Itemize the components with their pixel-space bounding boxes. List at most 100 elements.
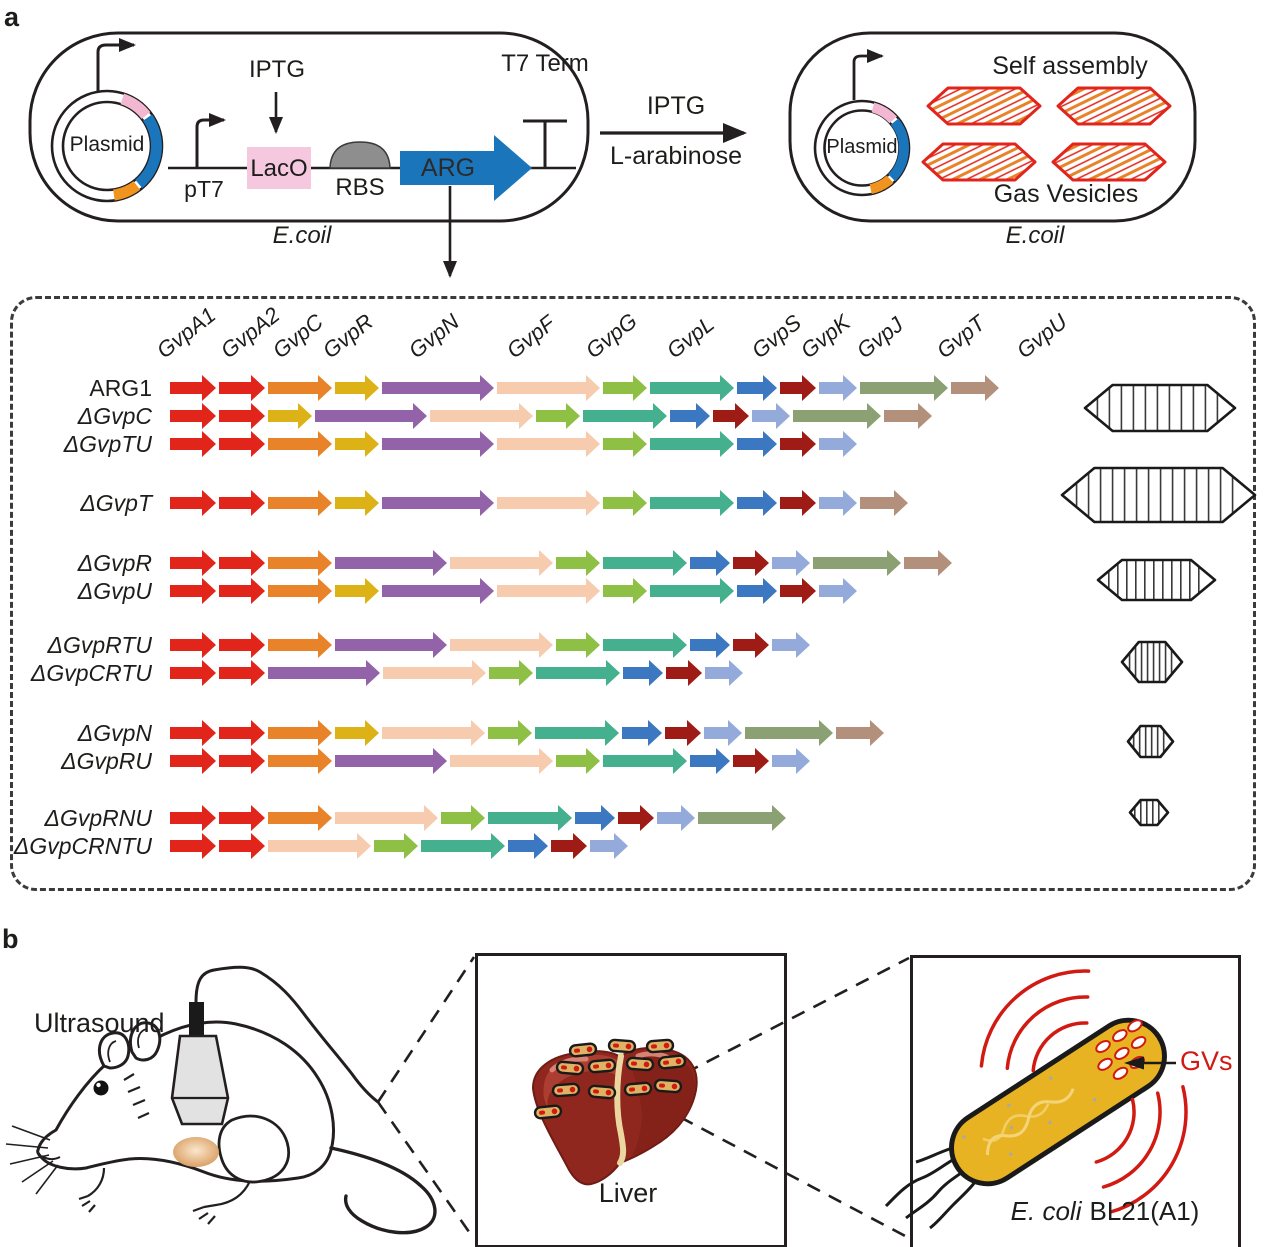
gene-arrow-GvpS (737, 375, 777, 401)
bacterium-capsule (645, 1038, 675, 1054)
plasmid-right (813, 49, 911, 197)
gene-arrow-GvpT (860, 375, 948, 401)
zoom-dashed-lines (376, 956, 910, 1240)
t7-term-label: T7 Term (501, 50, 589, 77)
mouse-tail-path (329, 1146, 437, 1235)
gene-arrow-GvpK (665, 720, 701, 746)
gas-vesicle-red (1056, 86, 1172, 126)
gene-arrow-GvpA2 (219, 490, 265, 516)
liver-illustration (531, 1038, 698, 1186)
gene-label-GvpA1: GvpA1 (151, 302, 221, 364)
bacterium-capsule (623, 1081, 653, 1097)
gene-arrow-GvpA1 (170, 490, 216, 516)
mouse-hind-leg (217, 1114, 290, 1184)
pt7-label: pT7 (184, 176, 224, 202)
ecoli-bl21-label-rest: BL21(A1) (1089, 1196, 1200, 1226)
dna-squiggle (982, 1103, 1050, 1142)
wave-arc (1005, 995, 1090, 1070)
gene-arrow-GvpK (733, 550, 769, 576)
gas-vesicle-red (926, 86, 1042, 126)
gene-arrow-GvpF (450, 550, 553, 576)
gene-arrow-GvpR (268, 403, 312, 429)
gene-arrow-GvpF (450, 748, 553, 774)
gene-arrow-GvpF (430, 403, 533, 429)
pt7-bent-arrow-icon (195, 113, 226, 168)
gene-arrow-GvpC (268, 805, 332, 831)
liver-ligament-band (614, 1053, 627, 1166)
l-arabinose-label: L-arabinose (609, 142, 743, 170)
plasmid-label-left: Plasmid (69, 133, 145, 156)
gene-arrow-GvpF (450, 632, 553, 658)
gene-arrow-GvpL (650, 431, 734, 457)
row-label: ΔGvpCRTU (30, 660, 152, 686)
wave-arc (1094, 1097, 1136, 1164)
expression-cassette (168, 92, 576, 278)
liver-right-lobe-shade (628, 1053, 695, 1156)
row-label: ΔGvpRNU (44, 805, 152, 831)
gv-mini (1127, 1019, 1143, 1033)
gene-label-GvpN: GvpN (403, 308, 464, 364)
gene-arrow-GvpA1 (170, 403, 216, 429)
bacterium-capsule (607, 1038, 637, 1054)
row-label: ΔGvpC (77, 403, 152, 429)
gene-arrow-GvpF (497, 578, 600, 604)
gene-arrow-GvpF (268, 833, 371, 859)
iptg-label: IPTG (248, 56, 305, 83)
gene-arrow-GvpA1 (170, 431, 216, 457)
gene-arrow-GvpC (268, 550, 332, 576)
wave-arc (1108, 1085, 1188, 1214)
row-label: ΔGvpRTU (47, 632, 152, 658)
gene-label-GvpU: GvpU (1011, 308, 1072, 364)
gene-arrow-GvpS (690, 550, 730, 576)
gene-arrow-GvpK (780, 431, 816, 457)
gene-arrow-GvpG (556, 550, 600, 576)
ecoli-bl21-label-italic: E. coli (1010, 1196, 1082, 1226)
gas-vesicles-label: Gas Vesicles (993, 180, 1139, 208)
gene-arrow-GvpS (737, 431, 777, 457)
gene-arrow-GvpU (860, 490, 908, 516)
mouse-liver-spot (173, 1137, 219, 1167)
gene-arrow-GvpT (793, 403, 881, 429)
gene-arrow-GvpS (575, 805, 615, 831)
gene-arrow-GvpU (884, 403, 932, 429)
gv-mini (1112, 1029, 1128, 1043)
probe-connector (189, 1002, 204, 1038)
gene-arrow-GvpJ (772, 632, 810, 658)
gene-arrow-GvpA2 (219, 748, 265, 774)
gene-arrow-GvpJ (590, 833, 628, 859)
gene-arrow-GvpF (382, 720, 485, 746)
ultrasound-label: Ultrasound (34, 1008, 165, 1038)
gene-label-GvpS: GvpS (746, 309, 806, 364)
gene-arrow-GvpA1 (170, 833, 216, 859)
ecoli-label-left: E.coil (272, 222, 332, 249)
gene-arrow-GvpT (698, 805, 786, 831)
gene-arrow-GvpJ (752, 403, 790, 429)
gene-arrow-GvpS (508, 833, 548, 859)
row-label: ΔGvpCRNTU (13, 833, 152, 859)
gene-arrow-GvpK (780, 578, 816, 604)
gene-arrow-GvpG (603, 431, 647, 457)
ultrasound-probe (170, 965, 379, 1126)
bacterium-capsule (657, 1054, 687, 1070)
gene-arrow-GvpK (780, 490, 816, 516)
gene-arrow-GvpR (335, 490, 379, 516)
mouse-front-leg (78, 1167, 106, 1213)
gas-vesicle-red (921, 142, 1037, 182)
gene-arrow-GvpU (951, 375, 999, 401)
promoter-bent-arrow-icon (96, 38, 136, 92)
gene-arrow-GvpG (489, 660, 533, 686)
row-label: ΔGvpN (77, 720, 152, 746)
gene-arrow-GvpN (382, 431, 494, 457)
mouse-eye (93, 1080, 109, 1096)
gene-arrow-GvpA2 (219, 375, 265, 401)
bacterium-capsule (555, 1060, 585, 1076)
gene-arrow-GvpK (666, 660, 702, 686)
gene-arrow-GvpA1 (170, 748, 216, 774)
laco-box (247, 147, 311, 189)
bacterium-capsule (568, 1042, 598, 1058)
row-label: ARG1 (89, 375, 152, 401)
gene-label-GvpK: GvpK (795, 309, 855, 364)
gas-vesicle-icon (1060, 466, 1257, 524)
plasmid-segment-pink (871, 102, 897, 124)
plasmid-segment-orange (112, 180, 141, 201)
